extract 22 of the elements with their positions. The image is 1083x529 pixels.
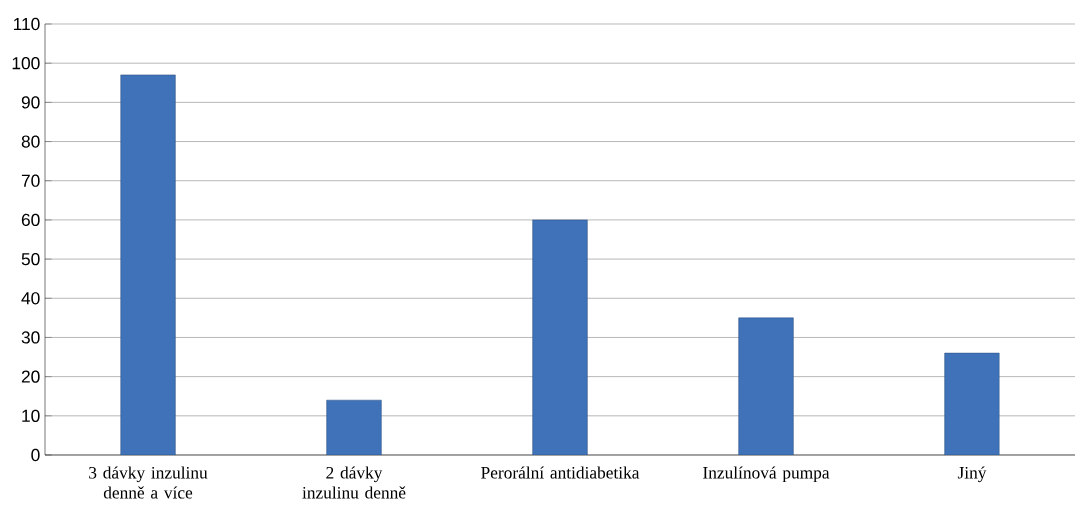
bar [532, 219, 588, 455]
y-tick-label: 50 [21, 252, 40, 266]
y-tick-label: 90 [21, 96, 40, 109]
bar [738, 317, 794, 455]
y-tick-label: 20 [21, 370, 40, 383]
bar [326, 399, 382, 455]
x-tick-label: 2 dávky inzulinu denně [302, 466, 406, 499]
y-tick-label: 110 [13, 17, 40, 31]
x-tick-label: Inzulínová pumpa [703, 466, 830, 483]
y-tick-label: 30 [21, 331, 40, 344]
bar [120, 74, 176, 455]
y-tick-label: 40 [21, 292, 40, 305]
bar [944, 352, 1000, 455]
y-tick-label: 80 [21, 135, 40, 148]
y-tick-label: 10 [22, 409, 40, 422]
y-tick-label: 100 [12, 57, 40, 70]
x-tick-label: Perorální antidiabetika [481, 466, 640, 479]
x-tick-label: Jiný [957, 466, 987, 483]
x-tick-label: 3 dávky inzulinu denně a více [89, 466, 208, 499]
y-tick-label: 0 [31, 448, 40, 462]
y-tick-label: 70 [21, 174, 40, 187]
y-tick-label: 60 [21, 213, 40, 227]
